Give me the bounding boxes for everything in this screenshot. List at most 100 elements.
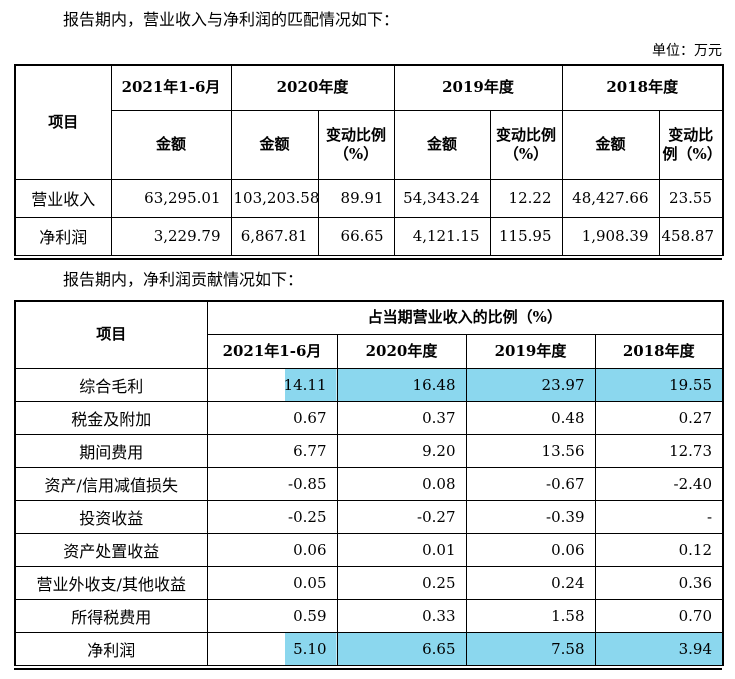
cell-value: 1.58 [465,599,596,633]
table-row: 净利润 5.10 6.65 7.58 3.94 [14,632,724,666]
t1-header-period-2021: 2021年1-6月 [110,64,232,111]
cell-value: 23.55 [658,178,724,218]
cell-value: -0.67 [465,467,596,501]
cell-value: 5.10 [206,632,338,666]
cell-value: 16.48 [336,368,467,402]
t1-header-item: 项目 [14,64,112,180]
cell-value: 103,203.58 [230,178,319,218]
cell-value: 12.22 [489,178,563,218]
row-label: 营业收入 [14,178,112,218]
table-row: 税金及附加 0.67 0.37 0.48 0.27 [14,401,724,435]
t1-header-change-2018: 变动比例（%） [658,109,724,180]
cell-value: 6,867.81 [230,216,319,256]
row-label: 资产/信用减值损失 [14,467,208,501]
row-label: 营业外收支/其他收益 [14,566,208,600]
cell-value: 63,295.01 [110,178,232,218]
t1-header-period-2019: 2019年度 [393,64,563,111]
table-row: 投资收益 -0.25 -0.27 -0.39- [14,500,724,534]
cell-value: 89.91 [317,178,395,218]
cell-value: -0.85 [206,467,338,501]
cell-value: -0.27 [336,500,467,534]
t2-body: 综合毛利 14.11 16.48 23.97 19.55 税金及附加 0.67 0.37 0.4… [14,368,724,666]
row-label: 投资收益 [14,500,208,534]
row-label: 净利润 [14,216,112,256]
t1-header-period-2020: 2020年度 [230,64,395,111]
cell-value: 0.27 [594,401,724,435]
t2-header-item: 项目 [14,300,208,369]
cell-value: 4,121.15 [393,216,491,256]
t1-header-amount-2018: 金额 [561,109,660,180]
cell-value: 6.77 [206,434,338,468]
t2-header-period-2018: 2018年度 [594,334,724,369]
cell-value: 0.59 [206,599,338,633]
row-label: 净利润 [14,632,208,666]
cell-value: 0.33 [336,599,467,633]
cell-value: 0.06 [465,533,596,567]
intro-text-net-profit: 报告期内，净利润贡献情况如下： [63,269,304,289]
t1-header-change-2020: 变动比例（%） [317,109,395,180]
row-label: 资产处置收益 [14,533,208,567]
t1-header-period-2018: 2018年度 [561,64,724,111]
cell-value: 0.67 [206,401,338,435]
table-row: 期间费用 6.77 9.20 13.56 12.73 [14,434,724,468]
cell-value: -0.39 [465,500,596,534]
t1-body: 营业收入 63,295.01 103,203.58 89.91 54,343.24 12.… [14,178,724,256]
t1-header-amount-2021: 金额 [110,109,232,180]
row-label: 所得税费用 [14,599,208,633]
row-label: 综合毛利 [14,368,208,402]
table-row: 综合毛利 14.11 16.48 23.97 19.55 [14,368,724,402]
t1-header-amount-2020: 金额 [230,109,319,180]
t1-header-change-2019: 变动比例（%） [489,109,563,180]
row-label: 税金及附加 [14,401,208,435]
table-row: 营业外收支/其他收益 0.05 0.25 0.24 0.36 [14,566,724,600]
cell-value: 0.12 [594,533,724,567]
cell-value: 0.05 [206,566,338,600]
table-row: 所得税费用 0.59 0.33 1.58 0.70 [14,599,724,633]
t2-header-period-2019: 2019年度 [465,334,596,369]
cell-value: 3.94 [594,632,724,666]
cell-value: 0.24 [465,566,596,600]
t2-header-period-2020: 2020年度 [336,334,467,369]
cell-value: 48,427.66 [561,178,660,218]
t1-header-amount-2019: 金额 [393,109,491,180]
cell-value: 0.37 [336,401,467,435]
cell-value: - [594,500,724,534]
cell-value: 1,908.39 [561,216,660,256]
table-row: 资产处置收益 0.06 0.01 0.06 0.12 [14,533,724,567]
t2-header-group: 占当期营业收入的比例（%） [206,300,724,335]
cell-value: 3,229.79 [110,216,232,256]
net-profit-contribution-table: 项目 占当期营业收入的比例（%） 2021年1-6月 2020年度 2019年度… [14,299,725,666]
cell-value: 0.36 [594,566,724,600]
intro-text-revenue-profit: 报告期内，营业收入与净利润的匹配情况如下： [63,10,400,29]
cell-value: 0.70 [594,599,724,633]
cell-value: 54,343.24 [393,178,491,218]
cell-value: 0.01 [336,533,467,567]
cell-value: -2.40 [594,467,724,501]
table-row: 营业收入 63,295.01 103,203.58 89.91 54,343.24 12.… [14,178,724,218]
revenue-profit-table-wrap: 项目 2021年1-6月 2020年度 2019年度 2018年度 金额 金额 … [14,64,724,260]
cell-value: 23.97 [465,368,596,402]
cell-value: 19.55 [594,368,724,402]
cell-value: 0.08 [336,467,467,501]
cell-value: 13.56 [465,434,596,468]
cell-value: -0.25 [206,500,338,534]
cell-value: 0.25 [336,566,467,600]
t2-header-period-2021: 2021年1-6月 [206,334,338,369]
row-label: 期间费用 [14,434,208,468]
net-profit-contribution-table-wrap: 项目 占当期营业收入的比例（%） 2021年1-6月 2020年度 2019年度… [14,299,725,670]
cell-value: 9.20 [336,434,467,468]
table-row: 净利润 3,229.79 6,867.81 66.65 4,121.15 115.95 1,… [14,216,724,256]
table-row: 资产/信用减值损失 -0.85 0.08 -0.67 -2.40 [14,467,724,501]
cell-value: 66.65 [317,216,395,256]
cell-value: 0.06 [206,533,338,567]
cell-value: 115.95 [489,216,563,256]
unit-label: 单位：万元 [652,43,722,59]
cell-value: 7.58 [465,632,596,666]
cell-value: 458.87 [658,216,724,256]
cell-value: 12.73 [594,434,724,468]
cell-value: 14.11 [206,368,338,402]
cell-value: 6.65 [336,632,467,666]
cell-value: 0.48 [465,401,596,435]
revenue-profit-match-table: 项目 2021年1-6月 2020年度 2019年度 2018年度 金额 金额 … [14,64,724,256]
